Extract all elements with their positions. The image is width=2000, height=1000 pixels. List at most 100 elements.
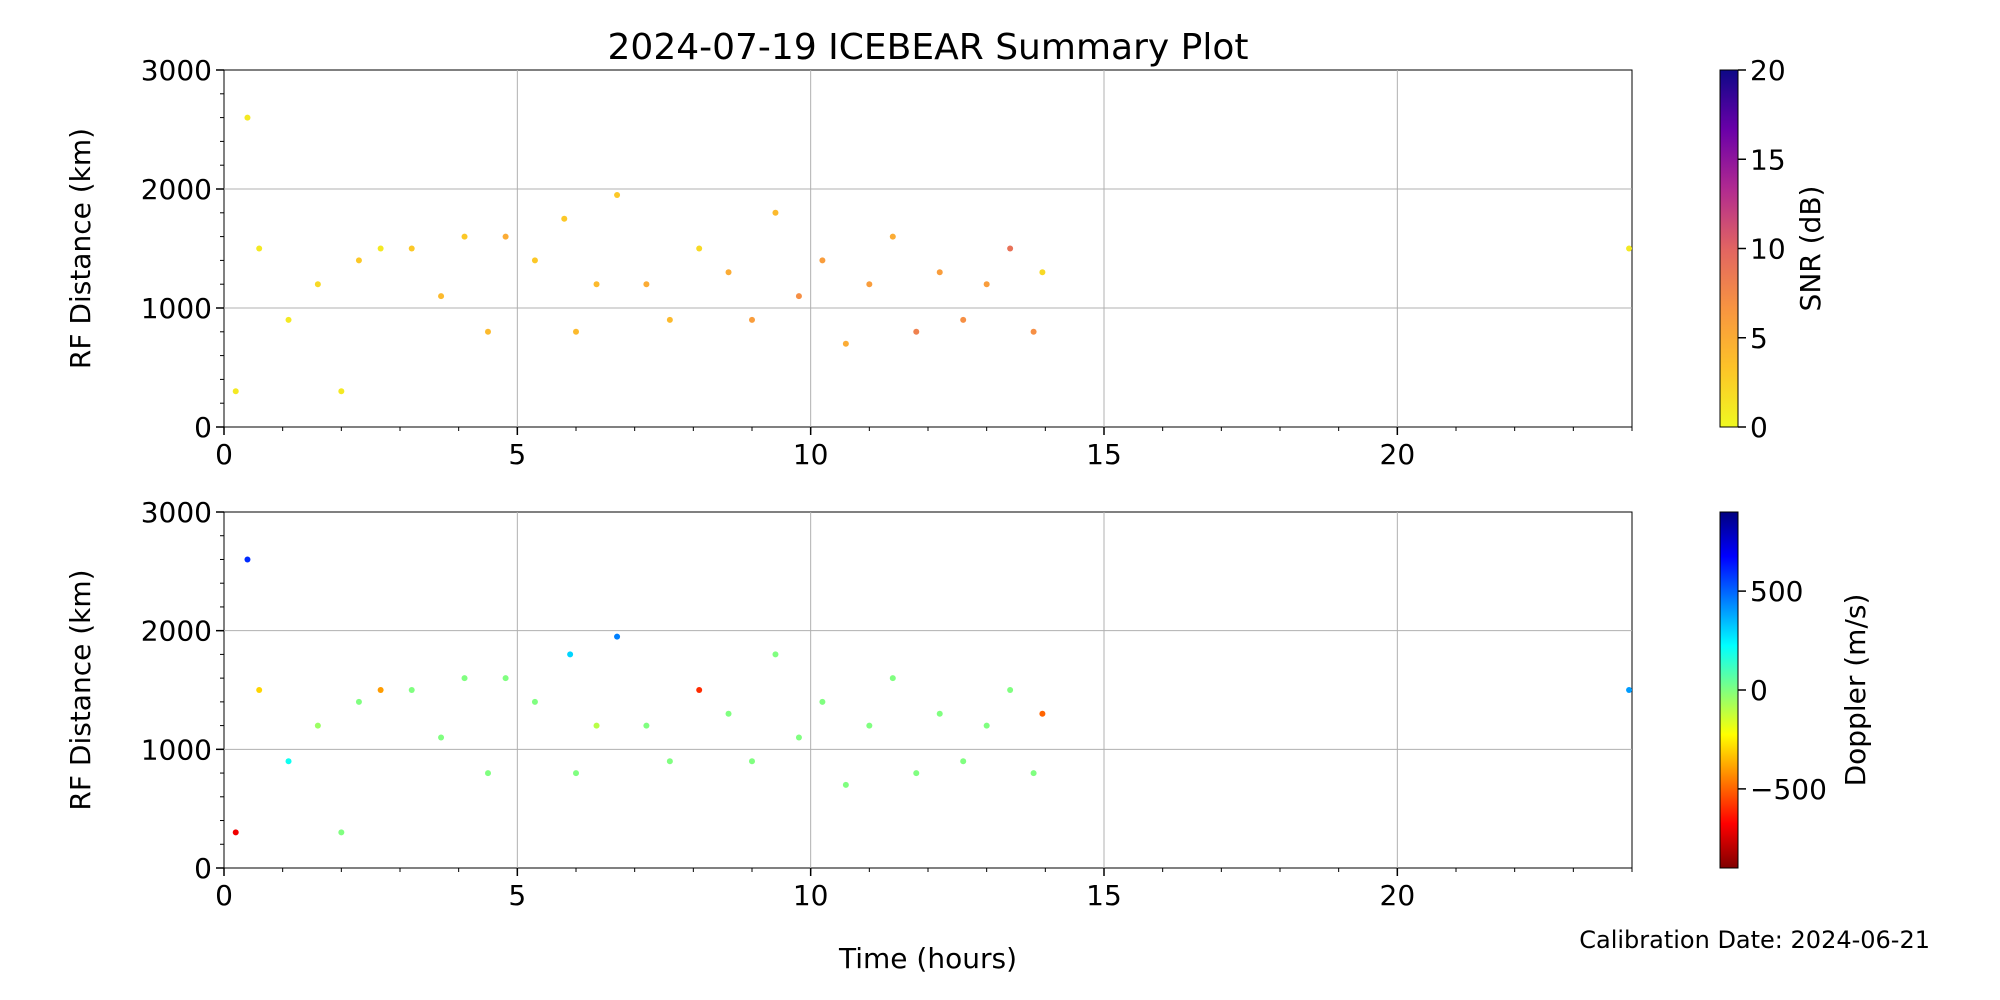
x-tick-label: 20 (1380, 879, 1416, 912)
data-point (1626, 687, 1633, 693)
colorbar-tick-label: 20 (1750, 54, 1786, 87)
data-point (819, 698, 826, 705)
y-axis-label: RF Distance (km) (64, 569, 97, 810)
plot-area (223, 69, 1633, 428)
data-point (338, 388, 345, 395)
y-tick-label: 2000 (141, 615, 212, 648)
data-point (338, 829, 345, 836)
colorbar-tick-label: 15 (1750, 143, 1786, 176)
data-point (485, 770, 491, 777)
data-point (314, 722, 321, 729)
x-axis-label: Time (hours) (838, 942, 1017, 975)
data-point (1039, 269, 1046, 276)
colorbar-label: SNR (dB) (1794, 186, 1827, 312)
x-tick-label: 5 (508, 438, 526, 471)
calibration-date: Calibration Date: 2024-06-21 (1579, 926, 1930, 954)
colorbar-tick-label: 5 (1750, 322, 1768, 355)
data-point (232, 829, 239, 836)
data-point (461, 675, 468, 682)
data-point (666, 316, 673, 323)
data-point (377, 245, 384, 252)
y-axis-label: RF Distance (km) (64, 128, 97, 369)
data-point (772, 651, 779, 658)
data-point (1039, 710, 1046, 717)
y-tick-label: 0 (194, 852, 212, 885)
data-point (772, 209, 779, 216)
data-point (438, 293, 445, 300)
plot-area (223, 511, 1633, 869)
y-tick-label: 0 (194, 411, 212, 444)
x-tick-label: 20 (1380, 438, 1416, 471)
colorbar-tick-label: 0 (1750, 674, 1768, 707)
data-point (573, 328, 579, 335)
y-tick-label: 1000 (141, 292, 212, 325)
data-point (643, 722, 650, 729)
data-point (889, 675, 896, 682)
data-point (725, 710, 732, 717)
panel-top: 0 5 10 15 20 0 1000 2000 3000 RF Distance (km) 0 5 1… (64, 54, 1827, 471)
figure-title: 2024-07-19 ICEBEAR Summary Plot (608, 27, 1249, 68)
data-point (355, 698, 362, 705)
colorbar (1719, 511, 1739, 869)
x-tick-label: 15 (1086, 879, 1122, 912)
data-point (573, 770, 579, 777)
x-tick-label: 15 (1086, 438, 1122, 471)
data-point (866, 722, 873, 729)
data-point (531, 257, 538, 264)
data-point (531, 698, 538, 705)
data-point (1030, 328, 1037, 335)
data-point (461, 233, 468, 240)
colorbar-label: Doppler (m/s) (1839, 594, 1872, 787)
colorbar-tick-label: −500 (1750, 773, 1827, 806)
data-point (1626, 245, 1633, 252)
data-point (232, 388, 239, 395)
data-point (960, 758, 967, 765)
data-point (936, 269, 943, 276)
data-point (1007, 687, 1014, 693)
y-tick-label: 3000 (141, 54, 212, 87)
data-point (502, 675, 509, 682)
data-point (696, 687, 703, 693)
data-point (643, 281, 650, 288)
data-point (285, 316, 292, 323)
data-point (256, 245, 263, 252)
data-point (749, 316, 755, 323)
panel-bottom: 0 5 10 15 20 0 1000 2000 3000 RF Distance (km) −50… (64, 496, 1872, 912)
data-point (1007, 245, 1014, 252)
data-point (842, 340, 849, 347)
y-tick-label: 1000 (141, 733, 212, 766)
data-point (244, 114, 251, 121)
data-point (593, 722, 600, 729)
data-point (842, 781, 849, 788)
data-point (285, 758, 292, 765)
data-point (983, 722, 990, 729)
data-point (614, 633, 621, 640)
data-point (889, 233, 896, 240)
data-point (614, 191, 621, 198)
colorbar-tick-label: 0 (1750, 411, 1768, 444)
colorbar (1719, 69, 1739, 428)
data-point (866, 281, 873, 288)
data-point (795, 293, 802, 300)
data-point (485, 328, 491, 335)
data-point (983, 281, 990, 288)
data-point (913, 770, 920, 777)
x-tick-label: 5 (508, 879, 526, 912)
data-point (696, 245, 703, 252)
colorbar-tick-label: 500 (1750, 575, 1803, 608)
data-point (666, 758, 673, 765)
colorbar-tick-label: 10 (1750, 233, 1786, 266)
data-point (502, 233, 509, 240)
data-point (819, 257, 826, 264)
x-tick-label: 10 (793, 438, 829, 471)
data-point (936, 710, 943, 717)
data-point (960, 316, 967, 323)
data-point (795, 734, 802, 741)
y-tick-label: 2000 (141, 173, 212, 206)
data-point (408, 245, 415, 252)
data-point (377, 687, 384, 693)
x-tick-label: 0 (215, 879, 233, 912)
x-tick-label: 10 (793, 879, 829, 912)
